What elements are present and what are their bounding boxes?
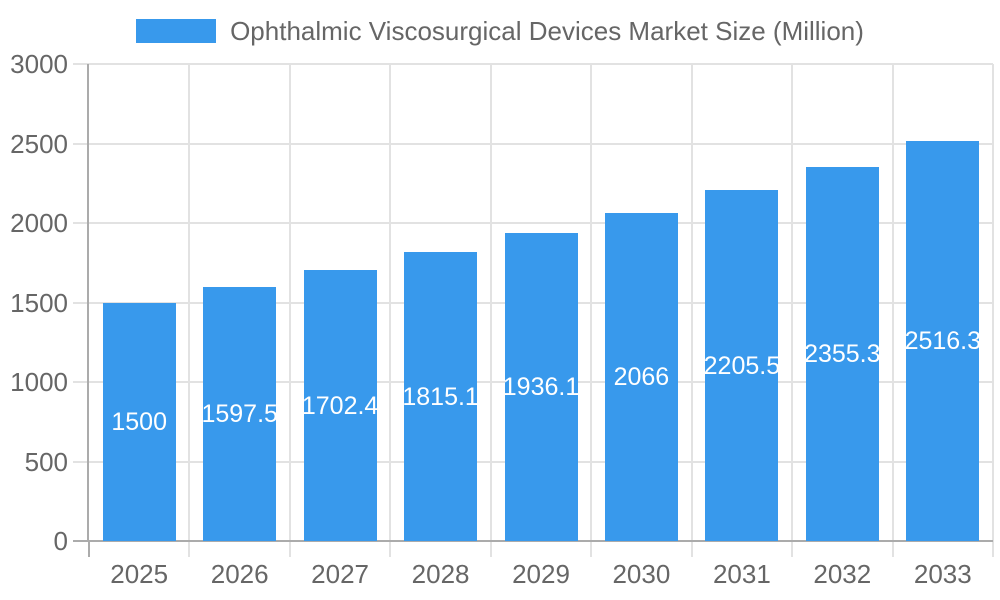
y-axis-tick-label: 2500: [10, 128, 68, 159]
gridline-vertical: [288, 64, 291, 541]
x-axis-tick-label: 2030: [612, 559, 671, 589]
y-axis-tick-label: 500: [24, 446, 68, 477]
bar-value-label: 1702.4: [301, 391, 379, 420]
gridline-vertical: [188, 64, 191, 541]
bar[interactable]: [303, 270, 377, 541]
x-axis-tick-label: 2027: [311, 559, 370, 589]
x-axis-tick-label: 2031: [712, 559, 771, 589]
x-axis-tick-label: 2029: [512, 559, 570, 589]
bar[interactable]: [805, 166, 879, 541]
x-tick-mark: [188, 541, 191, 557]
x-tick-mark: [791, 541, 794, 557]
x-axis-tick-label: 2033: [913, 559, 972, 589]
gridline-vertical: [992, 64, 994, 541]
y-tick-mark: [73, 63, 89, 65]
gridline-horizontal: [89, 63, 993, 65]
y-tick-mark: [73, 540, 89, 542]
y-tick-mark: [73, 381, 89, 383]
x-axis-line: [87, 540, 993, 542]
y-axis-tick-label: 1500: [10, 287, 68, 318]
x-axis-tick-label: 2028: [411, 559, 470, 589]
gridline-vertical: [590, 64, 593, 541]
gridline-vertical: [389, 64, 392, 541]
bar[interactable]: [906, 140, 980, 541]
gridline-horizontal: [89, 142, 993, 145]
y-tick-mark: [73, 460, 89, 463]
y-axis-tick-label: 2000: [10, 208, 68, 238]
x-tick-mark: [489, 541, 492, 557]
bar-value-label: 1936.1: [502, 373, 580, 402]
bar[interactable]: [203, 287, 277, 541]
x-tick-mark: [992, 541, 994, 557]
x-tick-mark: [389, 541, 392, 557]
bar[interactable]: [604, 212, 678, 541]
bar-value-label: 2205.5: [703, 351, 781, 380]
bar-value-label: 2355.3: [804, 339, 881, 368]
x-tick-mark: [690, 541, 693, 557]
x-axis-tick-label: 2026: [210, 559, 269, 589]
y-axis-tick-label: 3000: [10, 49, 68, 79]
gridline-vertical: [791, 64, 794, 541]
x-axis-tick-label: 2025: [110, 559, 169, 589]
bar-value-label: 2516.3: [904, 327, 982, 355]
gridline-vertical: [891, 64, 894, 541]
y-axis-tick-label: 1000: [10, 367, 68, 397]
x-tick-mark: [590, 541, 593, 557]
bar[interactable]: [504, 233, 578, 541]
legend-label: Ophthalmic Viscosurgical Devices Market …: [230, 15, 864, 46]
gridline-horizontal: [89, 222, 993, 224]
y-axis-tick-label: 0: [53, 526, 68, 556]
gridline-vertical: [690, 64, 693, 541]
x-tick-mark: [88, 541, 90, 557]
bar-value-label: 1597.5: [201, 400, 278, 428]
y-tick-mark: [73, 301, 89, 304]
bar[interactable]: [102, 302, 176, 541]
x-tick-mark: [288, 541, 291, 557]
y-axis-line: [87, 64, 89, 541]
bar-value-label: 1815.1: [402, 382, 479, 411]
gridline-vertical: [489, 64, 492, 541]
x-tick-mark: [891, 541, 894, 557]
bar[interactable]: [705, 190, 779, 541]
bar-value-label: 2066: [613, 362, 670, 391]
bar-value-label: 1500: [111, 407, 167, 436]
x-axis-tick-label: 2032: [813, 559, 872, 589]
bar[interactable]: [404, 252, 478, 541]
y-tick-mark: [73, 142, 89, 145]
y-tick-mark: [73, 222, 89, 224]
legend-swatch: [136, 19, 217, 43]
legend[interactable]: Ophthalmic Viscosurgical Devices Market …: [0, 16, 1000, 46]
